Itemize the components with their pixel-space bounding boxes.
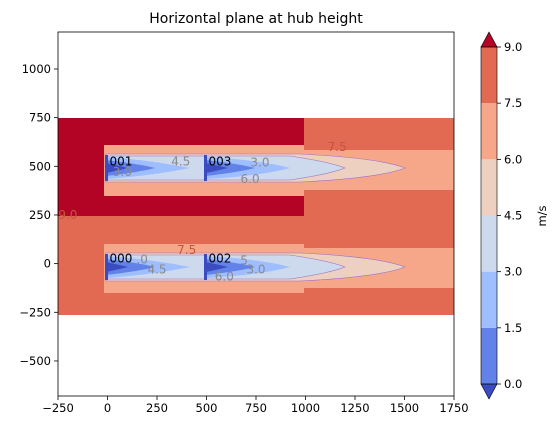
contour-label: 6.0 xyxy=(241,172,260,186)
turbine-label: 002 xyxy=(209,252,232,266)
y-tick-label: 500 xyxy=(29,159,51,173)
colorbar-under-arrow xyxy=(480,383,498,400)
turbine-disc-003 xyxy=(204,155,207,181)
colorbar-tick-label: 3.0 xyxy=(504,265,522,279)
turbine-label: 001 xyxy=(110,154,133,168)
y-tick-label: 750 xyxy=(29,111,51,125)
contour-label: 3.0 xyxy=(246,262,265,276)
contour-label: .0 xyxy=(136,253,147,267)
colorbar-bands xyxy=(481,47,497,384)
turbine-label: 000 xyxy=(110,252,133,266)
turbine-labels: 000 001 002 003 xyxy=(110,154,232,265)
x-tick-label: 1500 xyxy=(390,401,419,415)
x-tick-label: 1250 xyxy=(340,401,369,415)
plot-area: 7.54.5 3.03.0 6.09.07.5.04.553.06.0 000001… xyxy=(57,31,455,397)
wake-upper-0-b xyxy=(206,163,228,173)
turbine-discs xyxy=(105,155,207,280)
wake-row-upper xyxy=(104,145,454,196)
contour-labels: 7.54.5 3.03.0 6.09.07.5.04.553.06.0 xyxy=(58,140,346,283)
contour-label: 5 xyxy=(240,254,248,268)
colorbar: 0.0 1.5 3.0 4.5 6.0 7.5 9.0 m/s xyxy=(480,31,549,400)
y-tick-label: 250 xyxy=(29,208,51,222)
turbine-disc-001 xyxy=(105,155,108,181)
contour-label: 4.5 xyxy=(171,154,190,168)
y-tick-label: −500 xyxy=(19,354,51,368)
colorbar-band xyxy=(481,159,497,216)
colorbar-band xyxy=(481,103,497,160)
turbine-label: 003 xyxy=(209,154,232,168)
wake-upper-15-b xyxy=(206,160,255,176)
contour-label: 9.0 xyxy=(58,208,77,222)
colorbar-band xyxy=(481,47,497,104)
x-tick-label: 250 xyxy=(146,401,168,415)
contour-label: 3.0 xyxy=(250,155,269,169)
colorbar-band xyxy=(481,327,497,384)
contour-label: 3.0 xyxy=(113,165,132,179)
wake-upper-0-a xyxy=(106,163,128,173)
contour-label: 4.5 xyxy=(147,262,166,276)
wake-lower-0-b xyxy=(206,262,228,272)
turbine-disc-002 xyxy=(204,254,207,280)
turbine-disc-000 xyxy=(105,254,108,280)
x-tick-label: 750 xyxy=(245,401,267,415)
colorbar-ticks: 0.0 1.5 3.0 4.5 6.0 7.5 9.0 xyxy=(497,40,522,391)
y-tick-label: −250 xyxy=(19,305,51,319)
y-axis: −500 −250 0 250 500 750 1000 xyxy=(19,62,58,368)
x-tick-label: 1750 xyxy=(439,401,468,415)
colorbar-band xyxy=(481,271,497,328)
chart-title: Horizontal plane at hub height xyxy=(149,11,363,27)
colorbar-band xyxy=(481,215,497,272)
wake-lower-15-a xyxy=(106,259,155,275)
x-tick-label: −250 xyxy=(42,401,74,415)
wake-lower-15-b xyxy=(206,259,255,275)
contour-label: 7.5 xyxy=(177,243,196,257)
colorbar-tick-label: 4.5 xyxy=(504,209,522,223)
wake-lower-0-a xyxy=(106,262,128,272)
flow-field: 7.54.5 3.03.0 6.09.07.5.04.553.06.0 000001… xyxy=(58,118,454,315)
colorbar-tick-label: 7.5 xyxy=(504,96,522,110)
y-tick-label: 1000 xyxy=(22,62,51,76)
contour-label: 6.0 xyxy=(215,269,234,283)
x-axis: −250 0 250 500 750 1000 1250 1500 1750 xyxy=(42,396,469,415)
colorbar-label: m/s xyxy=(535,205,549,226)
colorbar-tick-label: 1.5 xyxy=(504,321,522,335)
x-tick-label: 500 xyxy=(196,401,218,415)
wake-row-lower xyxy=(104,244,454,293)
colorbar-tick-label: 9.0 xyxy=(504,40,522,54)
y-tick-label: 0 xyxy=(44,257,51,271)
x-tick-label: 0 xyxy=(104,401,111,415)
colorbar-tick-label: 6.0 xyxy=(504,152,522,166)
x-tick-label: 1000 xyxy=(291,401,320,415)
colorbar-over-arrow xyxy=(480,31,498,48)
colorbar-tick-label: 0.0 xyxy=(504,377,522,391)
contour-label: 7.5 xyxy=(328,140,347,154)
wake-upper-15-a xyxy=(106,160,155,176)
